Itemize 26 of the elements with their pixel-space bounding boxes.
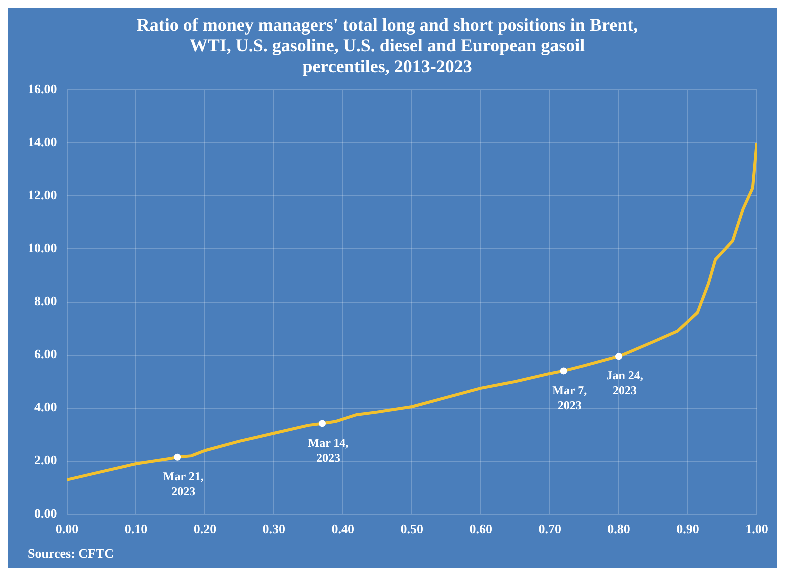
x-tick-label: 0.50 (400, 522, 424, 537)
y-tick-label: 8.00 (34, 294, 58, 309)
y-tick-label: 0.00 (34, 506, 58, 521)
y-tick-label: 10.00 (28, 240, 58, 256)
x-tick-label: 0.30 (262, 522, 286, 537)
x-tick-label: 0.20 (194, 522, 217, 537)
y-tick-label: 6.00 (34, 346, 58, 362)
x-tick-label: 0.60 (470, 522, 492, 537)
x-tick-label: 0.70 (538, 522, 562, 537)
y-tick-label: 4.00 (34, 400, 58, 415)
annotation: Mar 7, 2023 (552, 383, 588, 412)
annotation: Mar 14, 2023 (308, 436, 349, 465)
annotation: Jan 24, 2023 (606, 368, 644, 398)
y-tick-label: 2.00 (34, 452, 58, 468)
x-tick-label: 0.80 (608, 522, 630, 537)
x-tick-label: 1.00 (746, 522, 768, 537)
x-tick-label: 0.10 (124, 522, 148, 537)
annotation: Mar 21, 2023 (163, 469, 204, 498)
y-tick-label: 12.00 (28, 188, 58, 203)
x-tick-label: 0.40 (332, 522, 355, 537)
x-tick-label: 0.90 (676, 522, 700, 537)
source-note: Sources: CFTC (28, 546, 114, 561)
x-tick-label: 0.00 (56, 522, 79, 537)
chart-title: Ratio of money managers' total long and short positions in Brent, WTI, U.S. gasoline, U.S. diesel and European gasoil percentiles, 2013-2023 (136, 15, 638, 76)
y-tick-label: 16.00 (28, 81, 58, 96)
y-tick-label: 14.00 (28, 134, 58, 150)
